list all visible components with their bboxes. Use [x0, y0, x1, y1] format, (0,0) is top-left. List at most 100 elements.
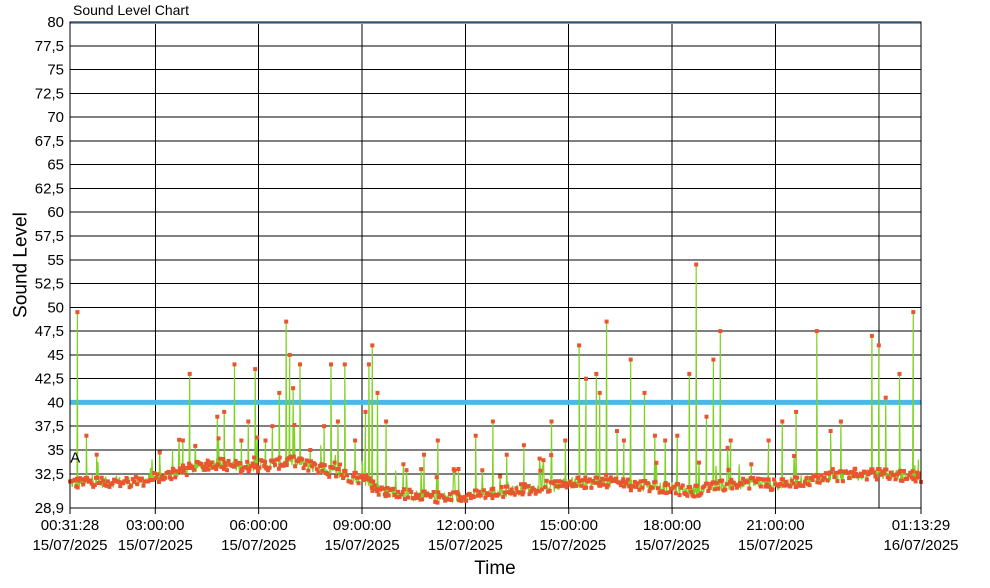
- data-point: [498, 474, 503, 479]
- data-point: [124, 476, 129, 480]
- data-point: [370, 488, 375, 493]
- data-point: [754, 480, 759, 485]
- data-point: [662, 483, 667, 488]
- data-point: [385, 485, 390, 490]
- data-point: [309, 459, 313, 464]
- data-point: [216, 436, 221, 441]
- data-point: [252, 455, 257, 460]
- y-tick-label: 45: [47, 347, 64, 364]
- data-point: [631, 484, 636, 489]
- data-point: [464, 498, 469, 503]
- data-point: [310, 464, 315, 469]
- data-point: [512, 492, 517, 497]
- data-point: [504, 452, 509, 457]
- data-point: [780, 419, 785, 424]
- data-point: [765, 482, 769, 487]
- data-point: [218, 456, 223, 461]
- data-point: [767, 484, 772, 489]
- data-point: [584, 376, 588, 381]
- data-point: [277, 455, 282, 460]
- data-point: [430, 493, 435, 497]
- x-tick-date: 15/07/2025: [324, 537, 399, 554]
- data-point: [749, 462, 754, 467]
- data-point: [596, 481, 601, 486]
- data-point: [501, 494, 506, 499]
- data-point: [391, 486, 396, 491]
- data-point: [557, 484, 562, 489]
- data-point: [705, 481, 710, 486]
- data-point: [335, 419, 340, 424]
- data-point: [413, 492, 418, 497]
- data-point: [361, 478, 366, 483]
- data-point: [322, 463, 327, 468]
- data-point: [301, 466, 306, 471]
- data-point: [716, 486, 721, 491]
- data-point: [446, 497, 451, 502]
- data-point: [488, 492, 493, 497]
- data-point: [338, 462, 342, 467]
- data-point: [830, 467, 835, 472]
- data-point: [214, 467, 219, 471]
- data-point: [99, 475, 104, 480]
- data-point: [576, 475, 581, 480]
- data-point: [316, 470, 321, 475]
- data-point: [139, 476, 144, 481]
- data-point: [157, 480, 161, 484]
- data-point: [440, 493, 445, 498]
- data-point: [177, 437, 182, 442]
- x-tick-time: 01:13:29: [892, 517, 950, 534]
- data-point: [400, 490, 405, 494]
- data-point: [434, 475, 439, 480]
- data-point: [537, 456, 542, 461]
- data-point: [435, 500, 440, 505]
- data-point: [298, 362, 302, 367]
- data-point: [266, 468, 271, 473]
- data-point: [293, 464, 298, 469]
- data-point: [475, 493, 480, 498]
- data-point: [529, 489, 534, 494]
- data-point: [881, 471, 886, 476]
- data-point: [601, 482, 606, 487]
- y-tick-label: 37,5: [35, 418, 64, 435]
- data-point: [277, 390, 282, 395]
- data-point: [833, 470, 838, 475]
- data-point: [98, 480, 103, 485]
- data-point: [747, 486, 752, 491]
- data-point: [371, 479, 376, 484]
- data-point: [433, 499, 438, 504]
- data-point: [789, 478, 794, 483]
- data-point: [707, 485, 712, 490]
- data-point: [457, 498, 462, 503]
- data-point: [222, 460, 227, 465]
- data-point: [327, 474, 332, 479]
- data-point: [621, 438, 626, 443]
- data-point: [803, 480, 807, 485]
- data-point: [402, 487, 406, 492]
- data-point: [628, 357, 633, 362]
- data-point: [368, 479, 373, 483]
- data-point: [284, 319, 289, 324]
- data-point: [179, 467, 184, 472]
- data-point: [341, 476, 346, 480]
- data-point: [255, 435, 260, 440]
- data-point: [152, 471, 157, 475]
- data-point: [679, 485, 684, 490]
- data-point: [303, 462, 308, 467]
- data-point: [577, 343, 582, 348]
- data-point: [845, 471, 850, 476]
- data-point: [604, 472, 609, 477]
- plot-frame: [69, 21, 922, 509]
- data-point: [816, 475, 821, 480]
- data-point: [219, 465, 224, 470]
- data-point: [499, 484, 504, 489]
- data-point: [822, 475, 827, 480]
- data-point: [854, 471, 858, 476]
- data-point: [538, 468, 543, 473]
- data-point: [367, 476, 372, 481]
- y-tick-label: 28,9: [35, 500, 64, 517]
- data-point: [271, 460, 276, 465]
- data-point: [791, 481, 796, 486]
- data-point: [313, 462, 318, 467]
- data-point: [666, 482, 670, 487]
- data-point: [543, 485, 547, 490]
